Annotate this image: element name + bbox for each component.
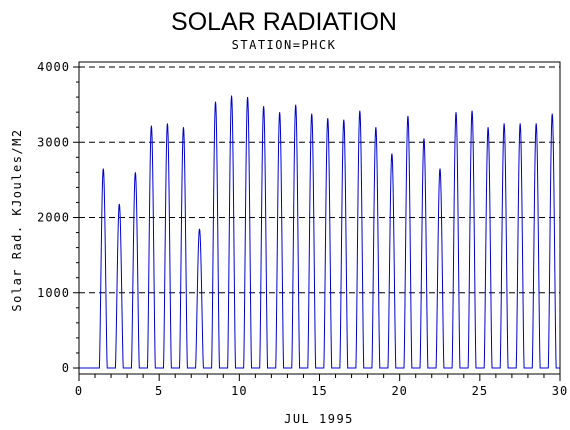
y-tick-label: 1000 [37, 286, 70, 300]
chart-title: SOLAR RADIATION [171, 8, 397, 36]
y-tick-label: 4000 [37, 60, 70, 74]
x-axis: 0 5 10 15 20 25 30 [75, 374, 568, 398]
x-tick-label: 10 [231, 384, 247, 398]
y-axis-label: Solar Rad. KJoules/M2 [10, 128, 24, 311]
series-line [79, 95, 560, 369]
x-tick-label: 30 [552, 384, 568, 398]
y-axis: 0 1000 2000 3000 4000 [37, 60, 79, 375]
x-axis-label: JUL 1995 [284, 412, 354, 426]
y-tick-label: 0 [62, 361, 70, 375]
gridlines [79, 66, 560, 294]
x-tick-label: 5 [155, 384, 163, 398]
series-area [79, 95, 560, 369]
x-tick-label: 20 [391, 384, 407, 398]
y-tick-label: 3000 [37, 135, 70, 149]
x-tick-label: 0 [75, 384, 83, 398]
x-tick-label: 25 [472, 384, 488, 398]
chart-subtitle: STATION=PHCK [232, 38, 337, 52]
x-tick-label: 15 [311, 384, 327, 398]
y-tick-label: 2000 [37, 211, 70, 225]
